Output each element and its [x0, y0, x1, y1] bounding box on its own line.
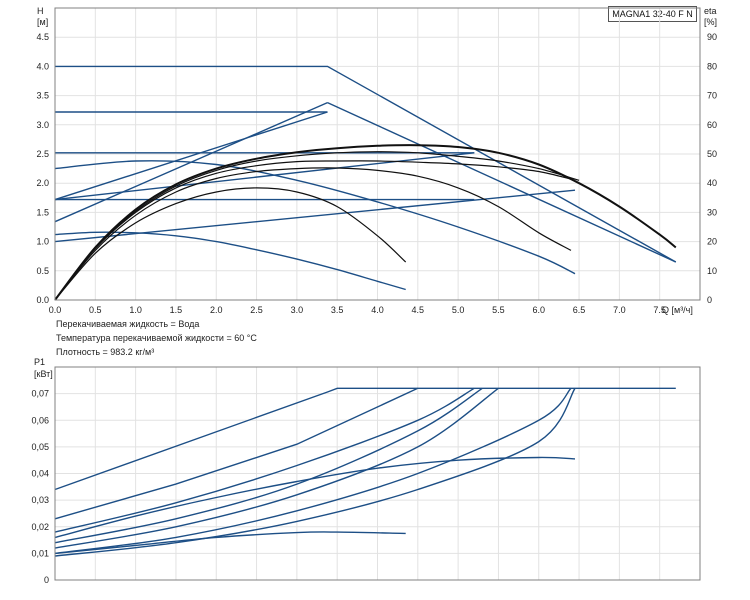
- bottom-plot-frame: [54, 366, 701, 581]
- note-fluid: Перекачиваемая жидкость = Вода: [56, 319, 200, 329]
- note-temperature: Температура перекачиваемой жидкости = 60…: [56, 333, 257, 343]
- head-curve-15: [54, 160, 572, 301]
- h-tick-label: 2.0: [36, 178, 49, 188]
- power-curve-7: [54, 387, 576, 557]
- head-curve-1: [55, 65, 677, 263]
- head-curve-7: [54, 152, 475, 201]
- x-tick-label: 0.0: [49, 305, 62, 315]
- eta-tick-label: 20: [707, 237, 717, 247]
- h-tick-label: 2.5: [36, 149, 49, 159]
- power-curve-5: [54, 387, 499, 549]
- x-tick-label: 4.5: [412, 305, 425, 315]
- power-curve-3: [54, 387, 475, 533]
- eta-axis-unit: [%]: [704, 17, 717, 27]
- q-axis-label: Q [м³/ч]: [662, 305, 693, 315]
- p1-axis-unit: [кВт]: [34, 369, 53, 379]
- h-tick-label: 1.0: [36, 237, 49, 247]
- eta-tick-label: 40: [707, 178, 717, 188]
- p1-tick-label: 0,06: [31, 415, 49, 425]
- head-curve-8: [54, 189, 576, 243]
- eta-tick-label: 70: [707, 91, 717, 101]
- power-curve-6: [54, 387, 572, 555]
- x-tick-label: 2.5: [250, 305, 263, 315]
- h-tick-label: 0.5: [36, 266, 49, 276]
- x-tick-label: 6.0: [532, 305, 545, 315]
- h-tick-label: 3.0: [36, 120, 49, 130]
- x-tick-label: 2.0: [210, 305, 223, 315]
- p1-tick-label: 0,07: [31, 389, 49, 399]
- eta-tick-label: 60: [707, 120, 717, 130]
- h-axis-label: H: [37, 6, 44, 16]
- head-curve-13: [54, 167, 572, 301]
- eta-tick-label: 80: [707, 61, 717, 71]
- model-label: MAGNA1 32-40 F N: [608, 6, 697, 22]
- x-tick-label: 4.0: [371, 305, 384, 315]
- power-curve-9: [54, 531, 406, 555]
- eta-tick-label: 30: [707, 207, 717, 217]
- h-tick-label: 4.0: [36, 61, 49, 71]
- head-curve-10: [54, 160, 576, 275]
- h-axis-unit: [м]: [37, 17, 48, 27]
- p1-tick-label: 0,01: [31, 548, 49, 558]
- eta-axis-label: eta: [704, 6, 717, 16]
- x-tick-label: 5.5: [492, 305, 505, 315]
- eta-tick-label: 10: [707, 266, 717, 276]
- power-curve-1: [54, 387, 676, 491]
- x-tick-label: 7.0: [613, 305, 626, 315]
- h-tick-label: 4.5: [36, 32, 49, 42]
- h-tick-label: 1.5: [36, 207, 49, 217]
- x-tick-label: 5.0: [452, 305, 465, 315]
- head-curve-14: [54, 187, 407, 301]
- head-curve-16: [54, 151, 580, 301]
- head-curve-12: [54, 144, 677, 301]
- eta-tick-label: 0: [707, 295, 712, 305]
- head-curve-9: [327, 101, 677, 263]
- x-tick-label: 6.5: [573, 305, 586, 315]
- head-curve-6: [54, 111, 328, 201]
- p1-tick-label: 0,03: [31, 495, 49, 505]
- head-curve-11: [54, 231, 406, 291]
- eta-tick-label: 50: [707, 149, 717, 159]
- power-curve-2: [54, 387, 419, 520]
- p1-tick-label: 0,05: [31, 442, 49, 452]
- x-tick-label: 0.5: [89, 305, 102, 315]
- h-tick-label: 3.5: [36, 91, 49, 101]
- p1-tick-label: 0: [44, 575, 49, 585]
- note-density: Плотность = 983.2 кг/м³: [56, 347, 155, 357]
- h-tick-label: 0.0: [36, 295, 49, 305]
- power-curve-8: [54, 456, 576, 539]
- p1-axis-label: P1: [34, 357, 45, 367]
- x-tick-label: 3.5: [331, 305, 344, 315]
- power-curve-4: [54, 387, 483, 544]
- x-tick-label: 1.5: [170, 305, 183, 315]
- p1-tick-label: 0,04: [31, 469, 49, 479]
- p1-tick-label: 0,02: [31, 522, 49, 532]
- x-tick-label: 7.5: [653, 305, 666, 315]
- x-tick-label: 1.0: [129, 305, 142, 315]
- top-plot-frame: [54, 7, 701, 301]
- eta-tick-label: 90: [707, 32, 717, 42]
- x-tick-label: 3.0: [291, 305, 304, 315]
